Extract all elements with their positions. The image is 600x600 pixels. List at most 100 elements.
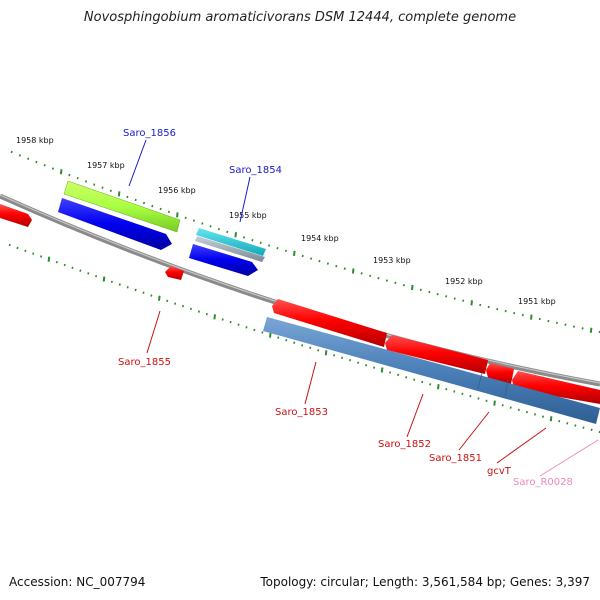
minor-tick	[487, 305, 490, 309]
minor-tick	[118, 283, 121, 286]
minor-tick	[517, 408, 520, 412]
minor-tick	[461, 392, 464, 396]
minor-tick	[276, 246, 279, 250]
minor-tick	[259, 241, 262, 245]
gene-label-saro-1854[interactable]: Saro_1854	[229, 165, 282, 176]
minor-tick	[572, 325, 576, 328]
gene-saro-1856-feature[interactable]	[63, 180, 181, 233]
map-title: Novosphingobium aromaticivorans DSM 1244…	[83, 10, 517, 25]
gene-label-saro-1855[interactable]: Saro_1855	[118, 357, 171, 368]
inner-scale-ticks	[8, 243, 600, 434]
gene-saro-1854-feature[interactable]	[196, 228, 266, 256]
minor-tick	[32, 252, 35, 255]
minor-tick	[63, 263, 66, 267]
minor-tick	[101, 186, 104, 189]
minor-tick	[558, 419, 561, 423]
minor-tick	[521, 313, 524, 317]
minor-tick	[150, 294, 153, 297]
minor-tick	[373, 366, 376, 369]
minor-tick	[221, 318, 224, 321]
minor-tick	[229, 320, 232, 324]
minor-tick	[429, 383, 432, 386]
gene-gcvt-feature[interactable]	[512, 371, 600, 404]
major-tick	[176, 212, 179, 218]
gene-label-gcvt[interactable]: gcvT	[487, 466, 512, 477]
minor-tick	[181, 304, 185, 308]
minor-tick	[485, 399, 488, 403]
minor-tick	[8, 243, 11, 247]
gene-label-saro-1853[interactable]: Saro_1853	[275, 407, 328, 418]
minor-tick	[192, 219, 195, 222]
minor-tick	[574, 424, 577, 427]
minor-tick	[261, 331, 264, 334]
minor-tick	[277, 336, 280, 339]
kbp-label: 1958 kbp	[16, 136, 54, 145]
minor-tick	[109, 189, 112, 193]
gene-saro-1851-feature[interactable]	[486, 363, 514, 384]
gene-label-saro-1851[interactable]: Saro_1851	[429, 453, 482, 464]
major-tick	[47, 256, 51, 262]
gene-saro-1853-cds-feature[interactable]	[263, 317, 600, 424]
minor-tick	[369, 274, 372, 278]
minor-tick	[421, 380, 424, 384]
minor-tick	[242, 236, 246, 239]
gene-saro-1854-cds-feature[interactable]	[189, 244, 258, 276]
minor-tick	[445, 387, 448, 391]
major-tick	[269, 332, 272, 338]
minor-tick	[301, 344, 304, 347]
gene-saro-1855-feature[interactable]	[165, 266, 184, 280]
minor-tick	[226, 230, 229, 234]
kbp-label: 1956 kbp	[158, 186, 196, 195]
gene-label-saro-1856[interactable]: Saro_1856	[123, 128, 176, 139]
minor-tick	[462, 299, 465, 302]
minor-tick	[445, 295, 448, 298]
gene-saro-1856-cds-feature[interactable]	[58, 198, 172, 250]
minor-tick	[555, 321, 558, 325]
minor-tick	[245, 326, 248, 329]
minor-tick	[84, 180, 88, 183]
kbp-label: 1954 kbp	[301, 234, 339, 243]
minor-tick	[541, 415, 545, 418]
minor-tick	[582, 426, 585, 429]
gene-saro-1852-feature[interactable]	[385, 335, 488, 374]
major-tick	[59, 169, 63, 175]
minor-tick	[95, 274, 98, 278]
minor-tick	[68, 173, 71, 177]
minor-tick	[197, 310, 200, 313]
minor-tick	[590, 428, 593, 432]
minor-tick	[126, 286, 129, 289]
minor-tick	[268, 244, 271, 247]
minor-tick	[525, 410, 528, 414]
minor-tick	[134, 288, 137, 292]
gene-offscreen-left-feature[interactable]	[0, 204, 32, 227]
minor-tick	[209, 225, 212, 228]
major-tick	[437, 384, 440, 390]
gene-saro-1853-feature[interactable]	[272, 299, 387, 347]
gene-label-saro-1852[interactable]: Saro_1852	[378, 439, 431, 450]
minor-tick	[477, 397, 480, 400]
major-tick	[102, 276, 106, 282]
minor-tick	[40, 255, 43, 258]
gene-label-saro-r0028[interactable]: Saro_R0028	[513, 477, 573, 488]
genome-backbone	[0, 193, 600, 387]
minor-tick	[43, 164, 46, 167]
minor-tick	[428, 290, 431, 294]
minor-tick	[24, 249, 27, 253]
minor-tick	[310, 257, 313, 260]
minor-tick	[151, 204, 154, 208]
minor-tick	[126, 195, 129, 199]
minor-tick	[71, 266, 74, 270]
minor-tick	[496, 307, 499, 311]
kbp-label: 1951 kbp	[518, 297, 556, 306]
minor-tick	[76, 176, 79, 180]
minor-tick	[142, 201, 146, 205]
minor-tick	[479, 303, 482, 307]
minor-tick	[326, 262, 329, 265]
minor-tick	[301, 254, 304, 258]
major-tick	[213, 314, 216, 320]
minor-tick	[317, 349, 320, 352]
minor-tick	[217, 227, 220, 231]
minor-tick	[349, 358, 352, 362]
major-tick	[117, 191, 121, 197]
